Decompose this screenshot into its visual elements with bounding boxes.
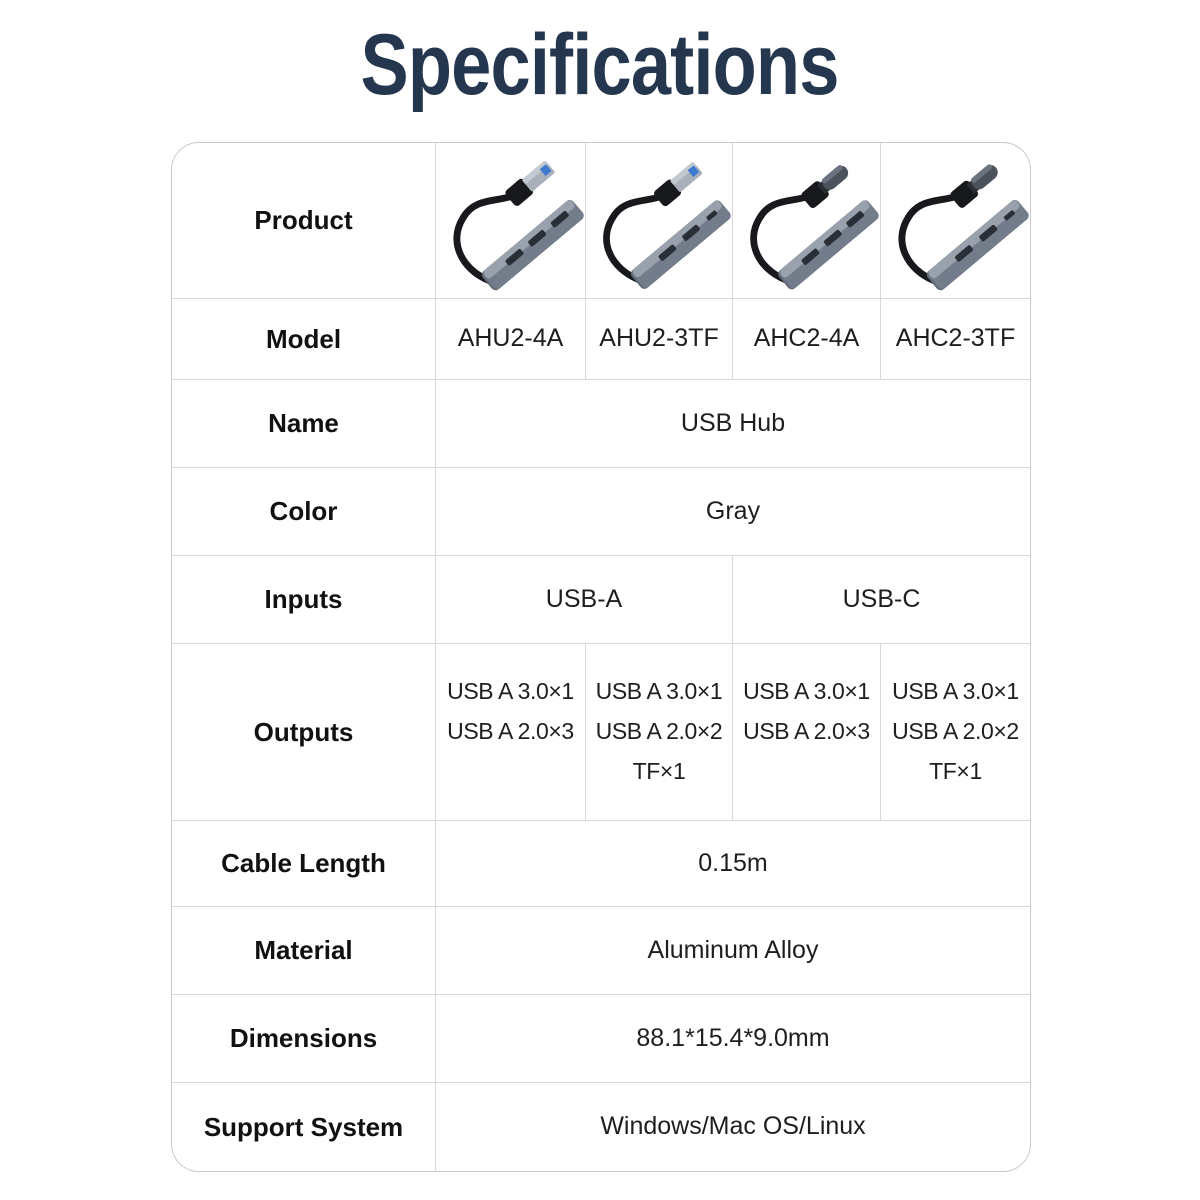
cable-length-value: 0.15m [435,820,1030,906]
outputs-value-ahu2-4a: USB A 3.0×1 USB A 2.0×3 [435,643,585,820]
row-label-model: Model [172,298,435,379]
spec-table: Product [171,142,1031,1172]
usb-a-hub-tf-image [602,162,731,289]
usb-c-hub-4port-image [749,165,879,290]
model-value-ahc2-4a: AHC2-4A [732,298,880,379]
usb-c-hub-tf-image [897,164,1029,291]
color-value: Gray [435,467,1030,555]
outputs-line: USB A 3.0×1 [892,678,1019,704]
row-label-name: Name [172,379,435,467]
row-label-outputs: Outputs [172,643,435,820]
outputs-line: USB A 3.0×1 [447,678,574,704]
outputs-value-ahc2-3tf: USB A 3.0×1 USB A 2.0×2 TF×1 [880,643,1030,820]
row-label-product: Product [254,205,353,236]
outputs-line: USB A 2.0×3 [447,718,574,744]
row-label-material: Material [172,906,435,994]
inputs-value-usb-c: USB-C [732,555,1030,643]
product-image-cell-ahu2-4a [435,143,585,298]
model-value-ahu2-4a: AHU2-4A [435,298,585,379]
outputs-value-ahu2-3tf: USB A 3.0×1 USB A 2.0×2 TF×1 [585,643,732,820]
product-image-cell-ahu2-3tf [585,143,732,298]
outputs-value-ahc2-4a: USB A 3.0×1 USB A 2.0×3 [732,643,880,820]
outputs-line: USB A 3.0×1 [743,678,870,704]
product-image-cell-ahc2-3tf [880,143,1030,298]
outputs-line: USB A 2.0×3 [743,718,870,744]
usb-a-hub-4port-image [452,161,584,291]
outputs-line: USB A 2.0×2 [595,718,723,744]
product-image-cell-ahc2-4a [732,143,880,298]
support-system-value: Windows/Mac OS/Linux [435,1082,1030,1171]
model-value-ahc2-3tf: AHC2-3TF [880,298,1030,379]
outputs-line: USB A 3.0×1 [595,678,723,704]
row-label-inputs: Inputs [172,555,435,643]
name-value: USB Hub [435,379,1030,467]
outputs-line: TF×1 [929,758,982,784]
outputs-line: USB A 2.0×2 [892,718,1019,744]
dimensions-value: 88.1*15.4*9.0mm [435,994,1030,1082]
model-value-ahu2-3tf: AHU2-3TF [585,298,732,379]
page-title: Specifications [0,16,1200,115]
material-value: Aluminum Alloy [435,906,1030,994]
inputs-value-usb-a: USB-A [435,555,732,643]
row-label-support-system: Support System [172,1082,435,1171]
row-label-color: Color [172,467,435,555]
page-title-text: Specifications [360,17,840,113]
outputs-line: TF×1 [632,758,686,784]
row-label-dimensions: Dimensions [172,994,435,1082]
row-label-cable-length: Cable Length [172,820,435,906]
